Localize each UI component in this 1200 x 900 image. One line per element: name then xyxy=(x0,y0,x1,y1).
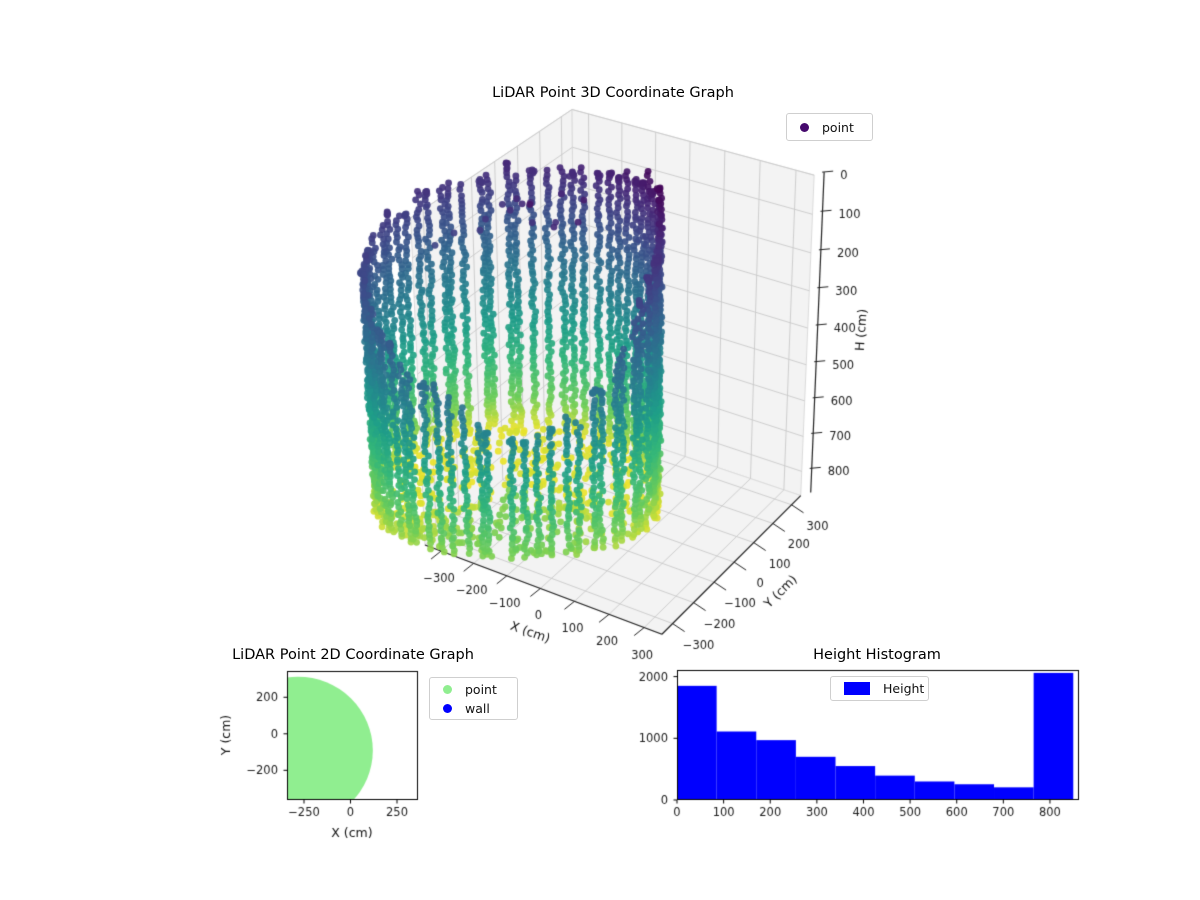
legend-entry-height: Height xyxy=(831,679,928,698)
hist-title: Height Histogram xyxy=(813,647,941,663)
point-marker-icon xyxy=(800,122,809,132)
wall-marker-icon xyxy=(443,703,452,713)
plot3d-title: LiDAR Point 3D Coordinate Graph xyxy=(492,85,734,101)
height-swatch-icon xyxy=(844,682,870,695)
legend-label: wall xyxy=(465,700,490,716)
legend-entry-point: point xyxy=(787,118,872,137)
legend-entry-wall: wall xyxy=(430,699,517,718)
legend-label: Height xyxy=(883,681,925,696)
point-marker-icon xyxy=(443,684,452,694)
plot3d-legend: point xyxy=(786,113,873,141)
legend-label: point xyxy=(822,119,854,135)
legend-entry-point: point xyxy=(430,680,517,699)
plot2d-legend: point wall xyxy=(429,677,518,720)
plot2d-title: LiDAR Point 2D Coordinate Graph xyxy=(232,647,474,663)
legend-label: point xyxy=(465,681,497,697)
hist-legend: Height xyxy=(830,676,929,701)
